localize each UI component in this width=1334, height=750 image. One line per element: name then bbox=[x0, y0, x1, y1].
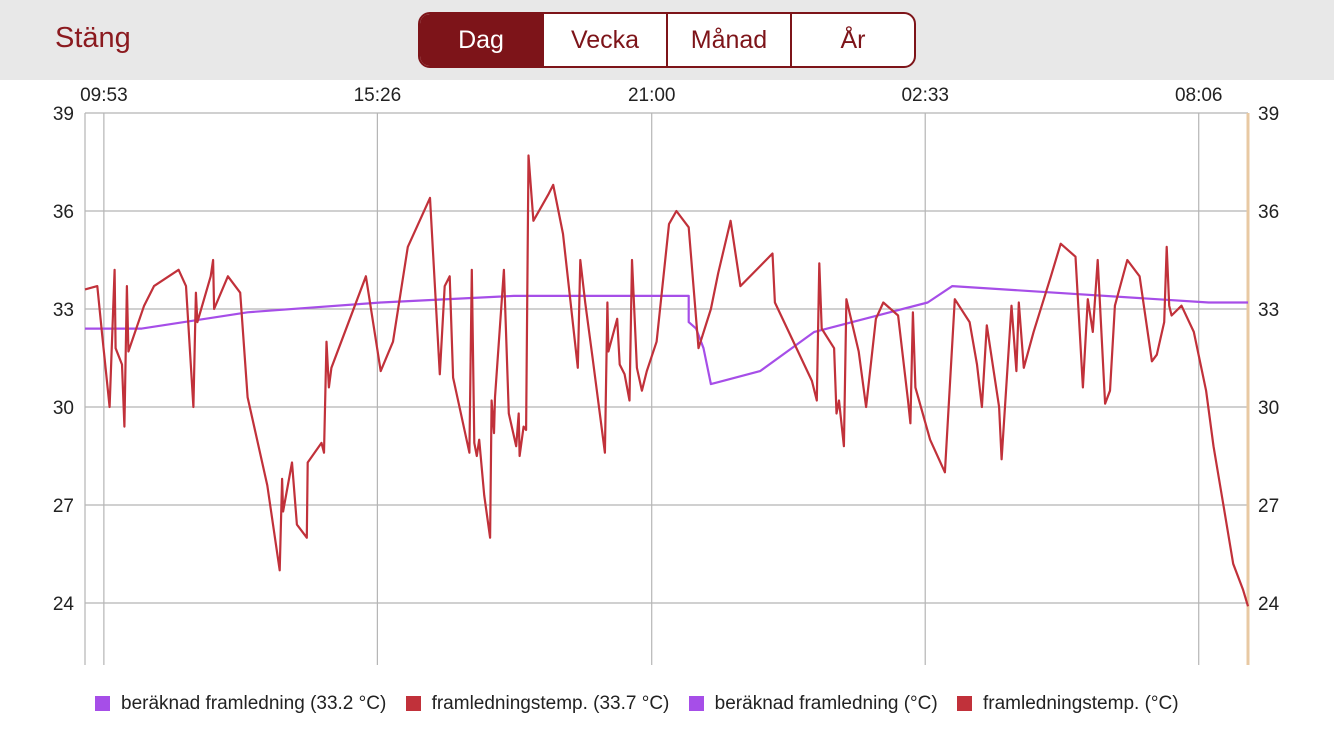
series-line-beraknad-framledning bbox=[85, 285, 1248, 386]
x-tick-label: 15:26 bbox=[354, 85, 402, 106]
temperature-line-chart: 24 24 27 27 30 30 33 33 36 36 39 39 09:53 15:26 21:00 0… bbox=[53, 85, 1280, 665]
legend-label: beräknad framledning (33.2 °C) bbox=[121, 692, 387, 714]
tab-week[interactable]: Vecka bbox=[542, 14, 666, 66]
y-tick-label-right: 36 bbox=[1258, 202, 1279, 223]
series-line-framledningstemp bbox=[84, 154, 1250, 607]
legend-swatch bbox=[688, 696, 704, 711]
tab-month[interactable]: Månad bbox=[666, 14, 790, 66]
legend-item: framledningstemp. (°C) bbox=[957, 692, 1179, 715]
y-tick-label-right: 39 bbox=[1258, 104, 1279, 125]
y-tick-label-left: 27 bbox=[53, 496, 74, 517]
y-tick-label-left: 24 bbox=[53, 594, 75, 615]
chart-legend: beräknad framledning (33.2 °C) framledni… bbox=[95, 692, 1295, 717]
legend-label: framledningstemp. (33.7 °C) bbox=[431, 692, 670, 714]
y-tick-label-left: 36 bbox=[53, 202, 74, 223]
x-tick-label: 21:00 bbox=[628, 85, 676, 106]
close-button[interactable]: Stäng bbox=[55, 22, 131, 54]
x-tick-label: 02:33 bbox=[901, 85, 949, 106]
y-tick-label-left: 33 bbox=[53, 300, 74, 321]
x-tick-label: 08:06 bbox=[1175, 85, 1223, 106]
legend-item: beräknad framledning (°C) bbox=[688, 692, 938, 715]
y-tick-label-right: 33 bbox=[1258, 300, 1279, 321]
legend-item: beräknad framledning (33.2 °C) bbox=[95, 692, 386, 715]
y-tick-label-right: 27 bbox=[1258, 496, 1279, 517]
legend-label: beräknad framledning (°C) bbox=[714, 692, 938, 714]
y-tick-label-left: 30 bbox=[53, 398, 74, 419]
tab-day[interactable]: Dag bbox=[420, 14, 542, 66]
tab-year[interactable]: År bbox=[790, 14, 914, 66]
legend-label: framledningstemp. (°C) bbox=[983, 692, 1179, 714]
period-segmented-control: Dag Vecka Månad År bbox=[418, 12, 916, 68]
y-tick-label-right: 24 bbox=[1258, 594, 1280, 615]
y-tick-label-left: 39 bbox=[53, 104, 74, 125]
top-toolbar: Stäng Dag Vecka Månad År bbox=[0, 0, 1334, 80]
legend-item: framledningstemp. (33.7 °C) bbox=[405, 692, 670, 715]
x-tick-label: 09:53 bbox=[80, 85, 128, 106]
legend-swatch bbox=[405, 696, 421, 711]
y-tick-label-right: 30 bbox=[1258, 398, 1279, 419]
legend-swatch bbox=[957, 696, 972, 711]
legend-swatch bbox=[95, 696, 110, 711]
